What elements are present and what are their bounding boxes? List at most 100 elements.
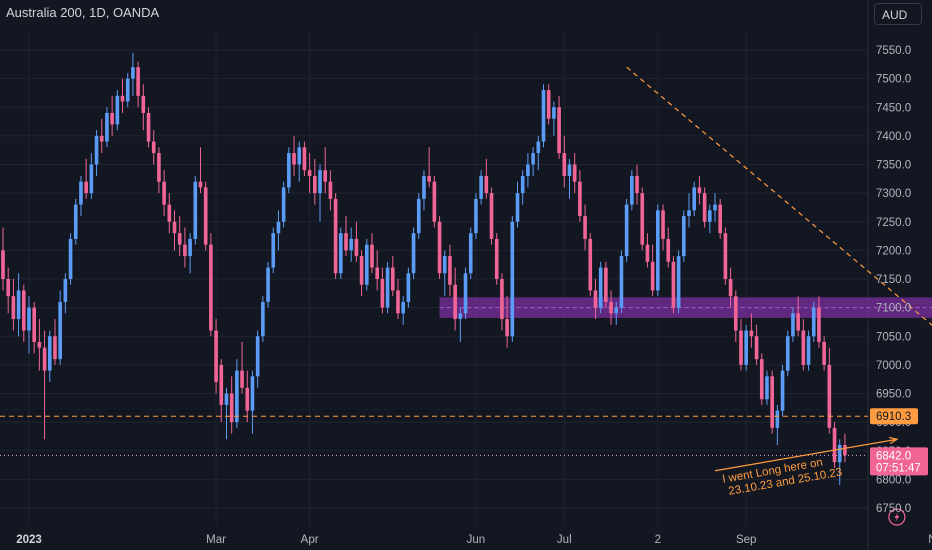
y-tick-label: 7550.0 xyxy=(876,45,911,57)
y-tick-label: 6800.0 xyxy=(876,474,911,486)
candle-body xyxy=(458,313,463,320)
x-tick-label: Jul xyxy=(557,534,572,546)
candle-body xyxy=(697,187,702,194)
candle-body xyxy=(146,112,151,142)
candle-body xyxy=(250,376,255,411)
candle-body xyxy=(411,233,416,274)
candle-body xyxy=(474,198,478,234)
candle-body xyxy=(354,238,359,257)
x-tick-label: Sep xyxy=(736,534,756,546)
candle-body xyxy=(515,193,520,222)
candle-body xyxy=(796,313,800,331)
candle-body xyxy=(375,267,380,279)
lightning-icon xyxy=(888,508,906,526)
candle-body xyxy=(68,238,73,279)
candle-body xyxy=(468,233,473,274)
candle-body xyxy=(318,170,322,194)
candle-body xyxy=(811,307,816,337)
candle-body xyxy=(666,238,671,262)
candle-body xyxy=(84,181,88,194)
candle-body xyxy=(588,238,593,291)
candle-body xyxy=(157,153,161,182)
candle-body xyxy=(754,336,759,360)
candle-body xyxy=(437,221,442,274)
candle-body xyxy=(692,187,697,211)
candle-body xyxy=(770,376,774,428)
candle-body xyxy=(370,244,374,268)
price-axis[interactable]: 7550.0 7500.0 7450.0 7400.0 7350.0 7300.0 7250… xyxy=(876,45,911,515)
candle-body xyxy=(583,216,587,239)
candle-body xyxy=(572,164,577,182)
candle-body xyxy=(1,250,5,279)
y-tick-label: 7100.0 xyxy=(876,303,911,315)
candle-body xyxy=(422,175,426,199)
lightning-glyph xyxy=(894,512,900,522)
y-tick-label: 7500.0 xyxy=(876,74,911,86)
candle-body xyxy=(344,233,348,251)
candle-body xyxy=(718,204,723,234)
x-tick-label: Apr xyxy=(301,534,319,546)
candle-body xyxy=(115,95,120,125)
candle-body xyxy=(141,95,146,113)
candle-body xyxy=(235,370,239,423)
candle-body xyxy=(463,273,468,314)
x-tick-label: Nov xyxy=(928,534,932,546)
candle-body xyxy=(94,135,99,165)
candle-body xyxy=(16,290,21,320)
current-price-text: 6842.0 xyxy=(876,450,911,462)
candle-body xyxy=(832,427,837,463)
candle-body xyxy=(219,364,224,405)
candle-body xyxy=(416,198,421,234)
candle-body xyxy=(11,296,16,320)
candle-body xyxy=(198,181,203,188)
candle-body xyxy=(453,284,457,320)
candle-body xyxy=(593,290,598,308)
y-tick-label: 6950.0 xyxy=(876,389,911,401)
candle-body xyxy=(380,279,385,308)
candle-body xyxy=(526,164,530,176)
candle-body xyxy=(255,336,260,377)
candle-body xyxy=(47,336,52,371)
candle-body xyxy=(229,393,234,423)
candle-body xyxy=(817,307,821,342)
candle-body xyxy=(780,370,785,411)
candle-body xyxy=(604,267,608,302)
candle-body xyxy=(333,198,338,274)
candle-body xyxy=(676,256,681,308)
price-labels: 6910.3 6842.007:51:47 xyxy=(870,408,928,476)
candle-body xyxy=(79,181,83,205)
candle-body xyxy=(759,359,764,400)
candle-body xyxy=(624,204,629,257)
candle-body xyxy=(609,301,613,314)
currency-selector[interactable]: AUD xyxy=(874,3,922,25)
candle-body xyxy=(552,107,556,119)
candle-body xyxy=(681,216,686,257)
candle-body xyxy=(214,330,218,383)
candle-body xyxy=(240,370,244,388)
candle-body xyxy=(281,187,286,222)
candle-body xyxy=(307,170,312,176)
candle-body xyxy=(245,387,250,411)
candle-body xyxy=(27,307,31,331)
candle-body xyxy=(172,221,177,234)
time-axis[interactable]: 2023MarAprJunJul2SepNov202 xyxy=(16,534,932,546)
y-tick-label: 7150.0 xyxy=(876,274,911,286)
candle-body xyxy=(136,67,140,96)
candle-body xyxy=(827,364,832,428)
candle-body xyxy=(21,290,26,331)
candle-body xyxy=(338,233,343,274)
current-price-tag xyxy=(870,447,928,476)
candle-body xyxy=(785,336,790,371)
candle-body xyxy=(276,221,281,234)
candle-body xyxy=(536,141,541,154)
candle-body xyxy=(500,279,504,320)
candle-body xyxy=(99,135,104,142)
candle-body xyxy=(349,238,354,251)
annotation-arrow-line xyxy=(714,438,898,472)
candle-body xyxy=(6,279,11,297)
y-tick-label: 7400.0 xyxy=(876,131,911,143)
candle-body xyxy=(645,244,650,262)
candle-body xyxy=(58,301,62,360)
